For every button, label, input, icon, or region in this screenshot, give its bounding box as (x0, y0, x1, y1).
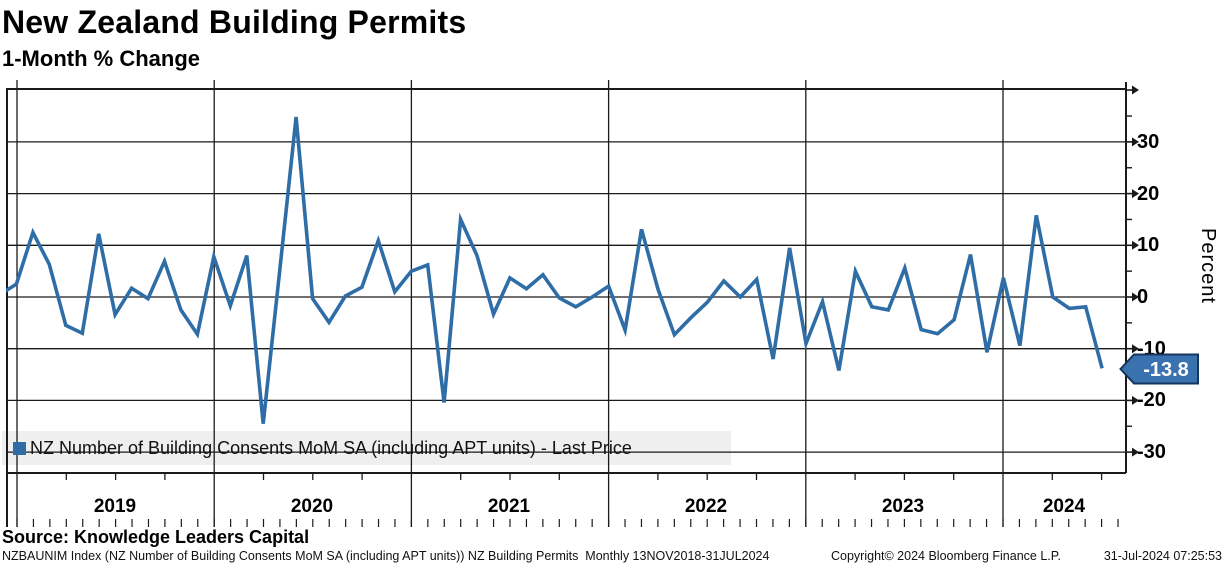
y-tick-arrow-icon (1132, 292, 1139, 302)
timestamp: 31-Jul-2024 07:25:53 (1103, 549, 1222, 563)
y-axis-title: Percent (1197, 228, 1219, 304)
source-line: Source: Knowledge Leaders Capital (2, 527, 310, 547)
y-tick-arrow-icon (1132, 344, 1139, 354)
copyright-notice: Copyright© 2024 Bloomberg Finance L.P. (831, 549, 1061, 563)
y-axis-tick-label: -20 (1137, 389, 1166, 411)
y-tick-arrow-icon (1132, 85, 1139, 95)
last-price-value: -13.8 (1143, 359, 1189, 381)
last-price-badge-shape: -13.8 (1119, 353, 1199, 385)
y-tick-arrow-icon (1132, 189, 1139, 199)
legend-bar (2, 431, 731, 465)
y-tick-arrow-icon (1132, 395, 1139, 405)
y-axis-tick-label: 10 (1137, 234, 1160, 256)
y-axis-tick-label: 30 (1137, 131, 1160, 153)
legend-label: NZ Number of Building Consents MoM SA (i… (30, 438, 632, 458)
y-axis-tick-label: 20 (1137, 183, 1160, 205)
x-axis-year-label: 2024 (1042, 496, 1086, 517)
page-title: New Zealand Building Permits (2, 4, 467, 40)
y-tick-arrow-icon (1132, 447, 1139, 457)
x-axis-year-label: 2022 (684, 496, 728, 517)
chart-subtitle: 1-Month % Change (2, 46, 200, 71)
y-tick-arrow-icon (1132, 137, 1139, 147)
line-chart-plot (6, 80, 1139, 527)
y-axis-tick-label: 0 (1137, 286, 1149, 308)
x-axis-year-label: 2021 (487, 496, 531, 517)
last-price-badge: -13.8 (1119, 353, 1201, 390)
badge-arrow-tag (1119, 353, 1199, 385)
legend: NZ Number of Building Consents MoM SA (i… (13, 438, 632, 459)
data-series-line (6, 116, 1104, 424)
x-axis-year-label: 2019 (93, 496, 137, 517)
y-axis-tick-label: -30 (1137, 441, 1166, 463)
y-tick-arrow-icon (1132, 240, 1139, 250)
legend-marker-icon (13, 442, 26, 455)
index-description: NZBAUNIM Index (NZ Number of Building Co… (2, 549, 770, 563)
x-axis-year-label: 2020 (290, 496, 334, 517)
x-axis-year-label: 2023 (881, 496, 925, 517)
